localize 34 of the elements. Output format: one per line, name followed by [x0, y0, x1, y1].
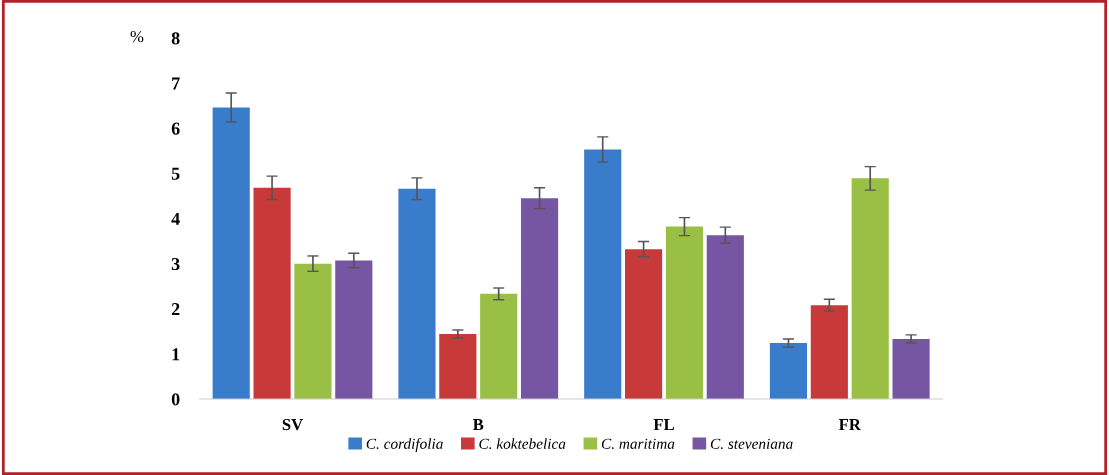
- legend-label: C. maritima: [601, 438, 675, 449]
- bar: [294, 263, 332, 399]
- legend-label: C. koktebelica: [479, 438, 566, 449]
- bar: [665, 226, 704, 399]
- y-tick-label: 3: [171, 257, 180, 271]
- bar: [520, 198, 559, 399]
- bar: [480, 293, 518, 399]
- bar: [253, 187, 291, 399]
- bar: [706, 235, 744, 399]
- bar: [625, 249, 663, 399]
- x-tick-label: FL: [653, 419, 674, 431]
- legend-label: C. cordifolia: [366, 438, 443, 453]
- y-tick-label: 8: [171, 32, 180, 45]
- bar: [769, 343, 808, 399]
- bar: [212, 107, 250, 399]
- bar: [892, 338, 930, 399]
- bar: [439, 334, 477, 399]
- bar: [851, 178, 889, 399]
- y-tick-label: 1: [172, 348, 180, 361]
- y-tick-label: 6: [171, 122, 180, 135]
- x-tick-label: SV: [282, 418, 303, 431]
- y-tick-label: 2: [171, 303, 180, 316]
- bar: [398, 188, 436, 399]
- bar: [335, 260, 373, 399]
- x-tick-label: B: [472, 419, 484, 431]
- legend-label: C. steveniana: [710, 438, 793, 449]
- y-tick-label: 5: [171, 167, 180, 180]
- y-tick-label: 7: [172, 77, 180, 90]
- bar: [584, 149, 622, 399]
- y-tick-label: 0: [171, 393, 180, 406]
- x-tick-label: FR: [838, 419, 862, 431]
- y-tick-label: 4: [171, 212, 180, 225]
- bar: [810, 305, 848, 399]
- y-axis-title: %: [130, 30, 144, 43]
